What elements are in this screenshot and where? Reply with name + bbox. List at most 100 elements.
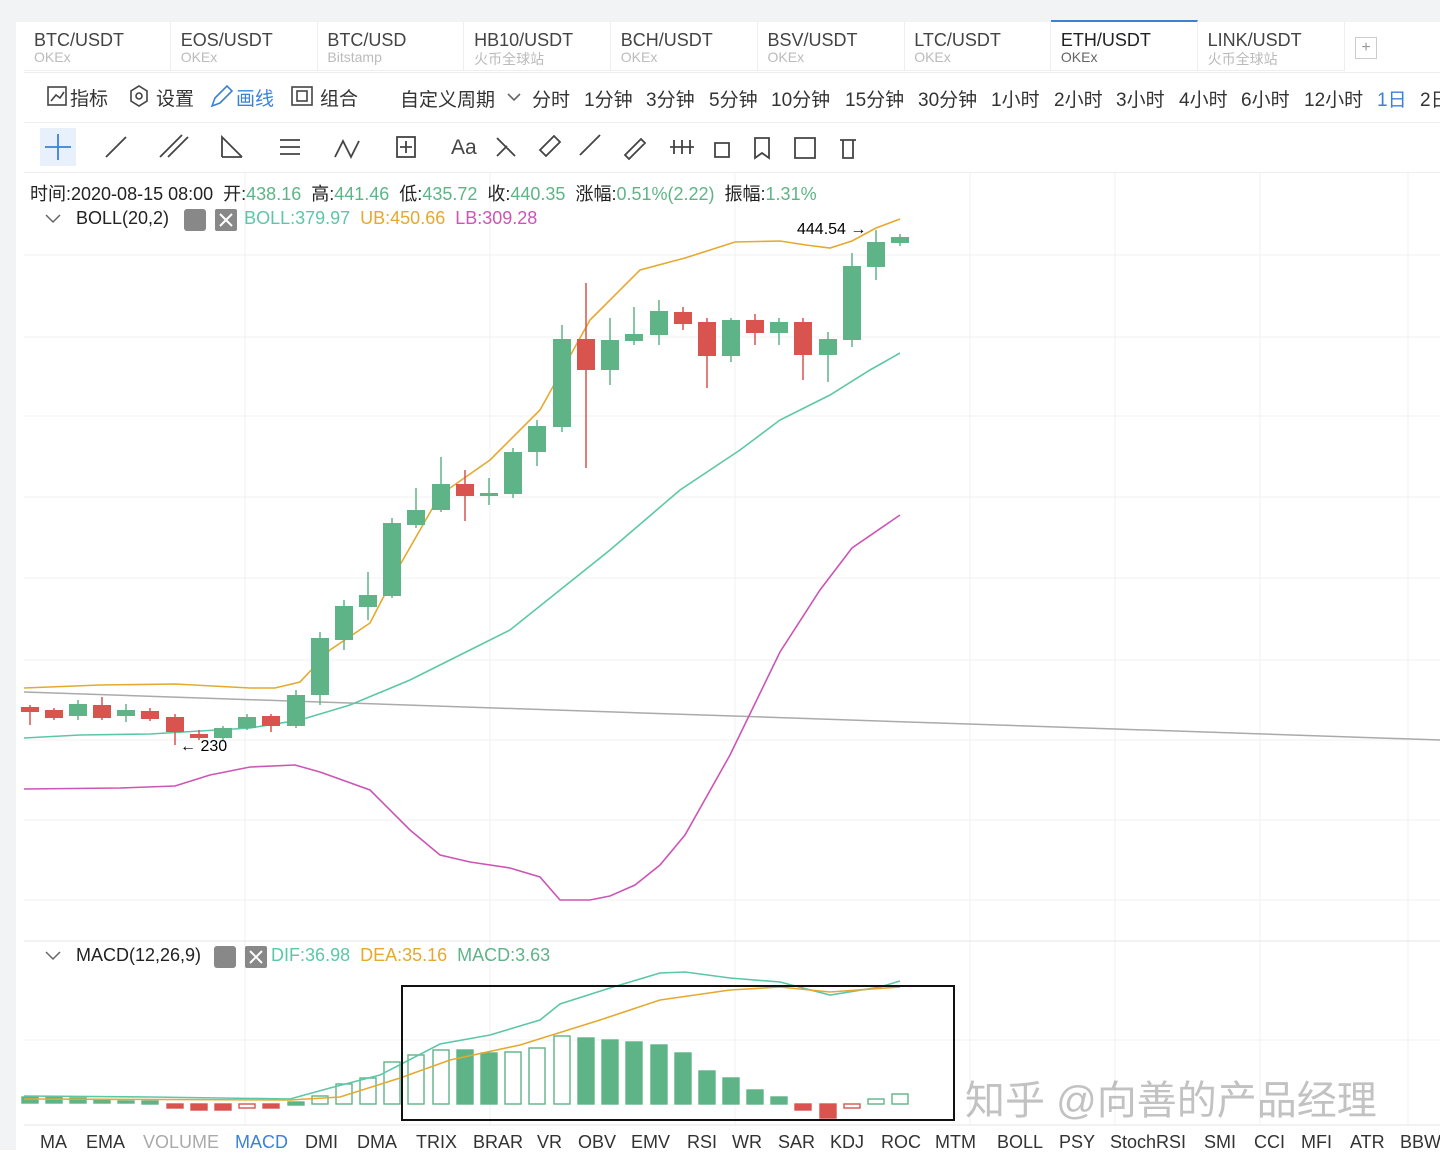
- interval[interactable]: 12小时: [1304, 90, 1364, 111]
- indicator-tab[interactable]: WR: [732, 1132, 762, 1152]
- indicator-tab[interactable]: ATR: [1350, 1132, 1385, 1152]
- tab[interactable]: HB10/USDT 火币全球站: [464, 22, 612, 71]
- interval[interactable]: 1小时: [991, 90, 1040, 111]
- interval[interactable]: 1日: [1377, 90, 1407, 111]
- indicator-tab[interactable]: CCI: [1254, 1132, 1285, 1152]
- interval[interactable]: 6小时: [1241, 90, 1290, 111]
- candle-body: [238, 717, 256, 728]
- tab[interactable]: BCH/USDT OKEx: [610, 22, 758, 71]
- indicator-tab[interactable]: MTM: [935, 1132, 976, 1152]
- annotation: ← 230: [180, 738, 227, 755]
- tab-pair: EOS/USDT: [180, 30, 273, 50]
- macd-bar: [262, 1103, 280, 1109]
- macd-bar: [528, 1047, 546, 1105]
- tab[interactable]: ETH/USDT OKEx: [1050, 20, 1198, 71]
- interval[interactable]: 4小时: [1179, 90, 1228, 111]
- indicator-tab[interactable]: StochRSI: [1110, 1132, 1187, 1152]
- indicator-tab[interactable]: KDJ: [830, 1132, 865, 1152]
- macd-bar: [577, 1037, 595, 1105]
- info-value: 2020-08-15 08:00: [71, 184, 214, 204]
- interval[interactable]: 15分钟: [845, 90, 905, 111]
- add-tab[interactable]: +: [1355, 37, 1377, 59]
- tab-exchange: OKEx: [620, 49, 658, 65]
- info-label: 振幅:: [724, 184, 766, 204]
- tab[interactable]: BTC/USD Bitstamp: [317, 22, 465, 71]
- indicator-tab[interactable]: TRIX: [416, 1132, 458, 1152]
- macd-bar: [504, 1051, 522, 1105]
- candle-body: [93, 705, 111, 718]
- candle-body: [746, 320, 764, 333]
- candle-body: [456, 484, 474, 496]
- macd-bar: [359, 1077, 377, 1105]
- indicator-tab[interactable]: SAR: [778, 1132, 816, 1152]
- candle-body: [504, 452, 522, 494]
- boll-upper: [23, 218, 901, 689]
- indicator-tab[interactable]: EMV: [631, 1132, 671, 1152]
- tab-exchange: 火币全球站: [474, 51, 545, 67]
- indicator-tab[interactable]: MA: [40, 1132, 67, 1152]
- indicator-tab[interactable]: DMA: [357, 1132, 397, 1152]
- toolbar-item[interactable]: 设置: [156, 89, 195, 110]
- candle-body: [432, 484, 450, 510]
- interval[interactable]: 2日: [1420, 90, 1440, 111]
- candle-body: [480, 493, 498, 496]
- tab-pair: HB10/USDT: [474, 30, 574, 50]
- indicator-tab[interactable]: SMI: [1204, 1132, 1237, 1152]
- toolbar-item[interactable]: 画线: [236, 89, 275, 110]
- indicator-tab[interactable]: VOLUME: [143, 1132, 220, 1152]
- indicator-tab[interactable]: MFI: [1301, 1132, 1332, 1152]
- candle-body: [577, 339, 595, 370]
- indicator-tab[interactable]: EMA: [86, 1132, 126, 1152]
- tab-exchange: OKEx: [914, 49, 951, 65]
- indicator-tab[interactable]: BBW: [1400, 1132, 1440, 1152]
- tab[interactable]: EOS/USDT OKEx: [170, 22, 318, 71]
- divider: [24, 72, 1440, 73]
- interval[interactable]: 10分钟: [771, 90, 831, 111]
- toolbar-item[interactable]: 指标: [70, 89, 109, 110]
- macd-bar: [117, 1100, 135, 1104]
- indicator-tab[interactable]: MACD: [235, 1132, 288, 1152]
- indicator-tab[interactable]: BRAR: [473, 1132, 524, 1152]
- interval[interactable]: 30分钟: [918, 90, 978, 111]
- legend: MACD(12,26,9) DIF:36.98 DEA:35.16 MACD:3.63: [76, 945, 560, 966]
- tab[interactable]: LINK/USDT 火币全球站: [1197, 22, 1345, 71]
- tab[interactable]: LTC/USDT OKEx: [904, 22, 1052, 71]
- interval[interactable]: 3分钟: [646, 90, 695, 111]
- tab[interactable]: BTC/USDT OKEx: [24, 22, 171, 71]
- collapse-icon: [45, 214, 61, 224]
- candle-body: [528, 426, 546, 452]
- interval[interactable]: 分时: [532, 90, 571, 111]
- interval[interactable]: 2小时: [1054, 90, 1103, 111]
- interval[interactable]: 1分钟: [584, 90, 633, 111]
- indicator-tab[interactable]: VR: [537, 1132, 563, 1152]
- toolbar-item[interactable]: 组合: [320, 89, 359, 110]
- interval[interactable]: 5分钟: [709, 90, 758, 111]
- indicator-tab[interactable]: RSI: [687, 1132, 718, 1152]
- interval[interactable]: 3小时: [1116, 90, 1165, 111]
- tab[interactable]: BSV/USDT OKEx: [757, 22, 905, 71]
- candle-body: [698, 322, 716, 356]
- macd-bar: [770, 1096, 788, 1105]
- indicator-tab[interactable]: OBV: [578, 1132, 617, 1152]
- boll-mid: [23, 352, 901, 739]
- candle-body: [141, 711, 159, 719]
- legend-value: LB:309.28: [455, 208, 538, 228]
- macd-bar: [311, 1095, 329, 1105]
- indicator-tab[interactable]: DMI: [305, 1132, 338, 1152]
- indicator-tab[interactable]: PSY: [1059, 1132, 1096, 1152]
- custom-period[interactable]: 自定义周期: [400, 90, 496, 111]
- settings-icon: [184, 209, 206, 231]
- indicator-tab[interactable]: ROC: [881, 1132, 921, 1152]
- text-tool[interactable]: Aa: [451, 136, 477, 159]
- macd-bar: [21, 1096, 39, 1104]
- candle-body: [190, 734, 208, 738]
- legend-value: BOLL:379.97: [244, 208, 351, 228]
- macd-bar: [698, 1070, 716, 1105]
- settings-icon: [214, 946, 236, 968]
- info-label: 时间:: [30, 184, 72, 204]
- macd-bar: [891, 1093, 909, 1105]
- tab-pair: LTC/USDT: [914, 30, 1001, 50]
- info-value: 435.72: [422, 184, 478, 204]
- indicator-tab[interactable]: BOLL: [997, 1132, 1044, 1152]
